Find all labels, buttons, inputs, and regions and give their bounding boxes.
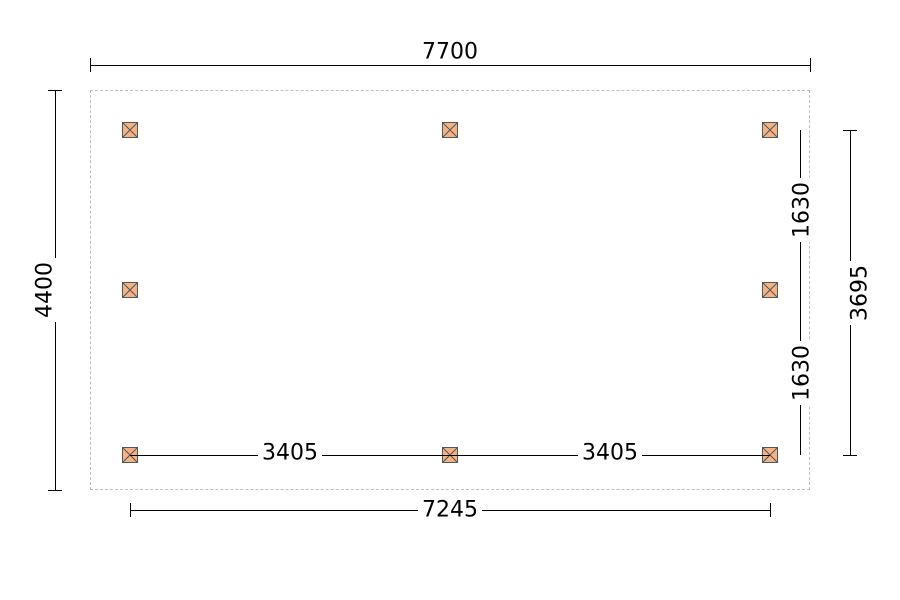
dim-right-tick-bottom [843, 455, 857, 456]
dim-left-tick-top [48, 90, 62, 91]
post-p-tl [122, 122, 138, 138]
plan-canvas: 7700 7245 4400 3695 3405 3405 1630 1630 [0, 0, 900, 600]
dim-left-label: 4400 [33, 258, 58, 322]
outline-rect [90, 90, 810, 490]
dim-bottom-tick-left [130, 503, 131, 517]
post-p-ml [122, 282, 138, 298]
post-p-tc [442, 122, 458, 138]
dim-top-tick-left [90, 58, 91, 72]
dim-bottom-label: 7245 [418, 498, 482, 523]
dim-top-line [90, 65, 810, 66]
dim-right-label: 3695 [848, 261, 873, 325]
dim-left-tick-bottom [48, 490, 62, 491]
post-p-mr [762, 282, 778, 298]
dim-seg-right-bot-label: 1630 [790, 341, 815, 405]
dim-top-tick-right [810, 58, 811, 72]
dim-right-tick-top [843, 130, 857, 131]
dim-seg-bottom-right-label: 3405 [578, 441, 642, 466]
dim-top-label: 7700 [418, 40, 482, 65]
post-p-tr [762, 122, 778, 138]
dim-bottom-tick-right [770, 503, 771, 517]
dim-seg-bottom-left-label: 3405 [258, 441, 322, 466]
dim-seg-right-top-label: 1630 [790, 178, 815, 242]
